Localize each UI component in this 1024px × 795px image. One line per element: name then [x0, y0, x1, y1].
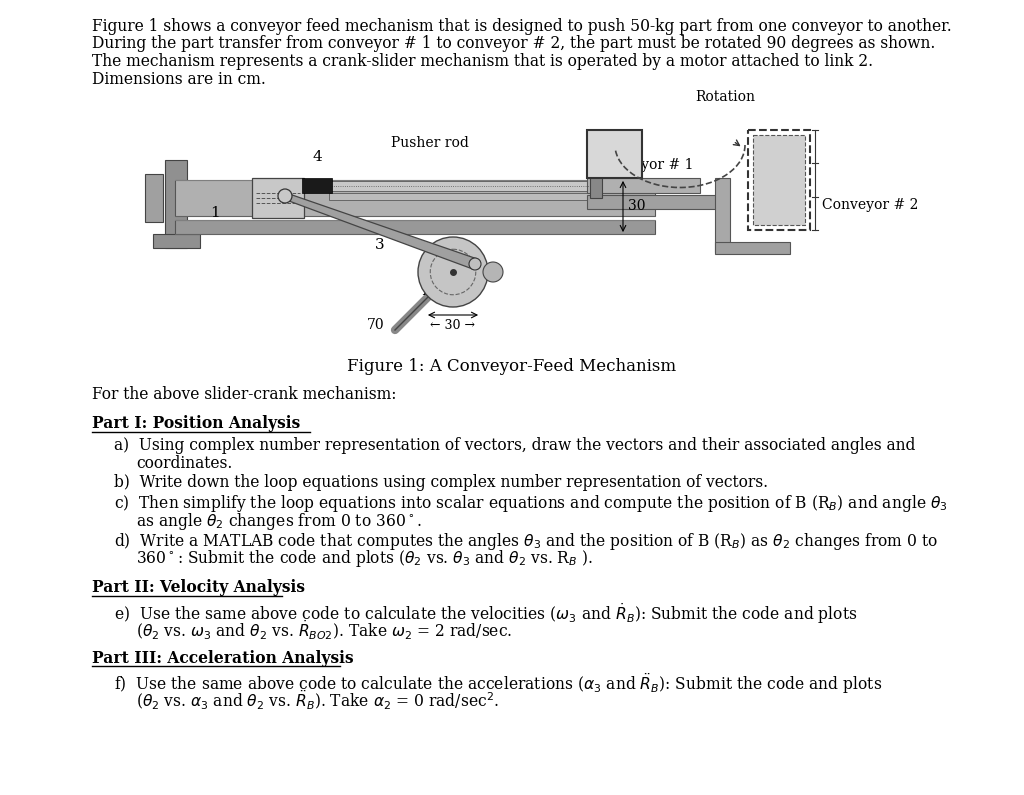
Text: Pusher rod: Pusher rod: [391, 136, 469, 150]
FancyBboxPatch shape: [329, 181, 593, 191]
Text: During the part transfer from conveyor # 1 to conveyor # 2, the part must be rot: During the part transfer from conveyor #…: [92, 36, 935, 52]
Text: c)  Then simplify the loop equations into scalar equations and compute the posit: c) Then simplify the loop equations into…: [114, 494, 947, 514]
Text: Conveyor # 1: Conveyor # 1: [597, 158, 693, 172]
Text: 3: 3: [375, 238, 385, 252]
FancyBboxPatch shape: [329, 193, 593, 200]
FancyBboxPatch shape: [715, 242, 790, 254]
FancyBboxPatch shape: [715, 178, 730, 252]
Text: 4: 4: [312, 150, 322, 164]
Text: For the above slider-crank mechanism:: For the above slider-crank mechanism:: [92, 386, 396, 403]
Text: d)  Write a MATLAB code that computes the angles $\theta_3$ and the position of : d) Write a MATLAB code that computes the…: [114, 530, 938, 552]
FancyBboxPatch shape: [302, 178, 332, 193]
Text: Part: Part: [600, 147, 629, 161]
Circle shape: [418, 237, 488, 307]
Text: ← 30 →: ← 30 →: [430, 319, 475, 332]
FancyBboxPatch shape: [153, 234, 200, 248]
Text: as angle $\theta_2$ changes from 0 to 360$^\circ$.: as angle $\theta_2$ changes from 0 to 36…: [136, 511, 422, 532]
FancyBboxPatch shape: [145, 174, 163, 222]
FancyBboxPatch shape: [165, 160, 187, 248]
Text: Conveyor # 2: Conveyor # 2: [822, 198, 919, 212]
Text: 2: 2: [425, 274, 435, 288]
Text: Rotation: Rotation: [695, 90, 755, 104]
Text: 70: 70: [368, 318, 385, 332]
Circle shape: [469, 258, 481, 270]
Text: ($\theta_2$ vs. $\alpha_3$ and $\theta_2$ vs. $\ddot{R}_B$). Take $\alpha_2$ = 0: ($\theta_2$ vs. $\alpha_3$ and $\theta_2…: [136, 689, 499, 712]
Text: Part II: Velocity Analysis: Part II: Velocity Analysis: [92, 580, 305, 596]
FancyBboxPatch shape: [587, 130, 642, 178]
Text: Part: Part: [772, 167, 785, 193]
Text: f)  Use the same above code to calculate the accelerations ($\alpha_3$ and $\ddo: f) Use the same above code to calculate …: [114, 672, 883, 696]
FancyBboxPatch shape: [753, 135, 805, 225]
FancyBboxPatch shape: [590, 162, 602, 198]
FancyBboxPatch shape: [587, 195, 720, 209]
Text: Part I: Position Analysis: Part I: Position Analysis: [92, 416, 300, 432]
Text: a)  Using complex number representation of vectors, draw the vectors and their a: a) Using complex number representation o…: [114, 437, 915, 454]
FancyBboxPatch shape: [252, 178, 304, 218]
Text: Dimensions are in cm.: Dimensions are in cm.: [92, 71, 266, 87]
FancyBboxPatch shape: [175, 220, 655, 234]
Text: 360$^\circ$: Submit the code and plots ($\theta_2$ vs. $\theta_3$ and $\theta_2$: 360$^\circ$: Submit the code and plots (…: [136, 548, 593, 569]
FancyBboxPatch shape: [175, 180, 655, 216]
Text: B: B: [256, 187, 267, 201]
Text: b)  Write down the loop equations using complex number representation of vectors: b) Write down the loop equations using c…: [114, 474, 768, 491]
Text: A: A: [422, 284, 433, 298]
Text: coordinates.: coordinates.: [136, 455, 232, 471]
Polygon shape: [422, 241, 484, 304]
Text: 30: 30: [628, 200, 645, 214]
Text: Part III: Acceleration Analysis: Part III: Acceleration Analysis: [92, 650, 353, 667]
Text: e)  Use the same above code to calculate the velocities ($\omega_3$ and $\dot{R}: e) Use the same above code to calculate …: [114, 601, 857, 626]
Circle shape: [483, 262, 503, 282]
Text: ($\theta_2$ vs. $\omega_3$ and $\theta_2$ vs. $\dot{R}_{BO2}$). Take $\omega_2$ : ($\theta_2$ vs. $\omega_3$ and $\theta_2…: [136, 619, 512, 642]
Text: 1: 1: [210, 206, 220, 220]
Text: Figure 1: A Conveyor-Feed Mechanism: Figure 1: A Conveyor-Feed Mechanism: [347, 358, 677, 375]
Circle shape: [278, 189, 292, 203]
FancyBboxPatch shape: [587, 178, 700, 193]
Text: Figure 1 shows a conveyor feed mechanism that is designed to push 50-kg part fro: Figure 1 shows a conveyor feed mechanism…: [92, 18, 951, 35]
Text: The mechanism represents a crank-slider mechanism that is operated by a motor at: The mechanism represents a crank-slider …: [92, 53, 873, 70]
Polygon shape: [284, 193, 477, 270]
